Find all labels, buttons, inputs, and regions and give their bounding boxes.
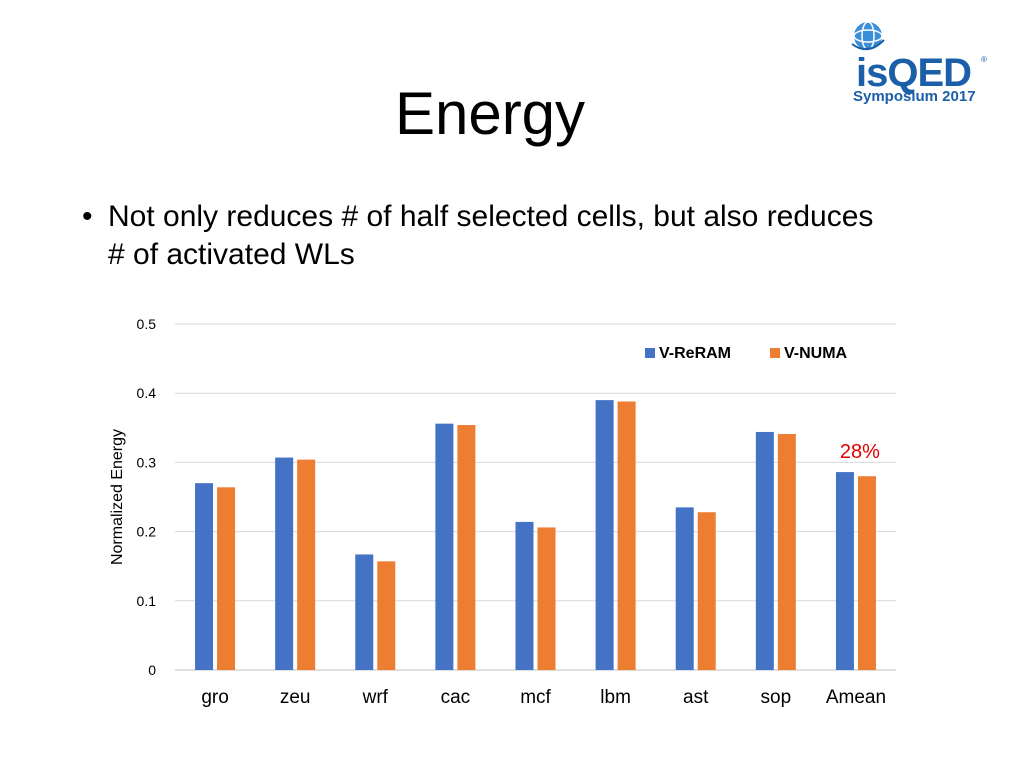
bar-v-reram [755,431,774,670]
bar-v-numa [457,425,476,670]
isqed-logo: isQED ® Symposium 2017 [848,18,998,110]
globe-icon [851,21,885,51]
bar-v-reram [355,554,374,670]
bar-v-reram [195,483,214,670]
y-tick-label: 0.3 [137,454,157,470]
bar-v-reram [435,423,454,670]
bar-v-reram [835,472,854,670]
y-axis-label: Normalized Energy [109,429,126,565]
bar-v-reram [515,521,534,670]
legend-label: V-NUMA [784,345,848,362]
legend-swatch [770,348,780,358]
bar-v-numa [377,561,396,670]
bar-v-numa [777,434,796,670]
x-tick-label: zeu [280,687,311,708]
x-tick-label: mcf [520,687,551,708]
x-tick-label: ast [683,687,709,708]
bullet-text: Not only reduces # of half selected cell… [108,200,874,271]
bar-v-reram [675,507,694,670]
bar-v-numa [537,527,556,670]
bar-v-numa [697,512,716,670]
logo-registered-mark: ® [981,55,987,64]
logo-wordmark: isQED [856,51,972,95]
x-tick-label: cac [441,687,471,708]
x-tick-label: sop [761,687,792,708]
bar-v-numa [297,459,316,670]
legend-swatch [645,348,655,358]
y-tick-label: 0.4 [137,385,157,401]
legend-label: V-ReRAM [659,345,731,362]
annotation-label: 28% [840,441,880,463]
bar-v-numa [217,487,236,670]
y-tick-label: 0 [148,662,156,678]
logo-subtitle: Symposium 2017 [853,88,976,105]
bullet-point: • Not only reduces # of half selected ce… [82,198,882,274]
bar-v-reram [595,400,614,670]
x-tick-label: lbm [600,687,631,708]
bar-v-numa [617,401,636,670]
y-tick-label: 0.1 [137,593,157,609]
slide-title: Energy [394,80,586,147]
y-tick-label: 0.2 [137,524,157,540]
bar-v-numa [857,476,876,670]
x-tick-label: Amean [826,687,886,708]
bullet-dot: • [82,200,93,233]
y-tick-label: 0.5 [137,316,157,332]
x-tick-label: wrf [362,687,389,708]
x-tick-label: gro [201,687,228,708]
bar-v-reram [275,457,294,670]
